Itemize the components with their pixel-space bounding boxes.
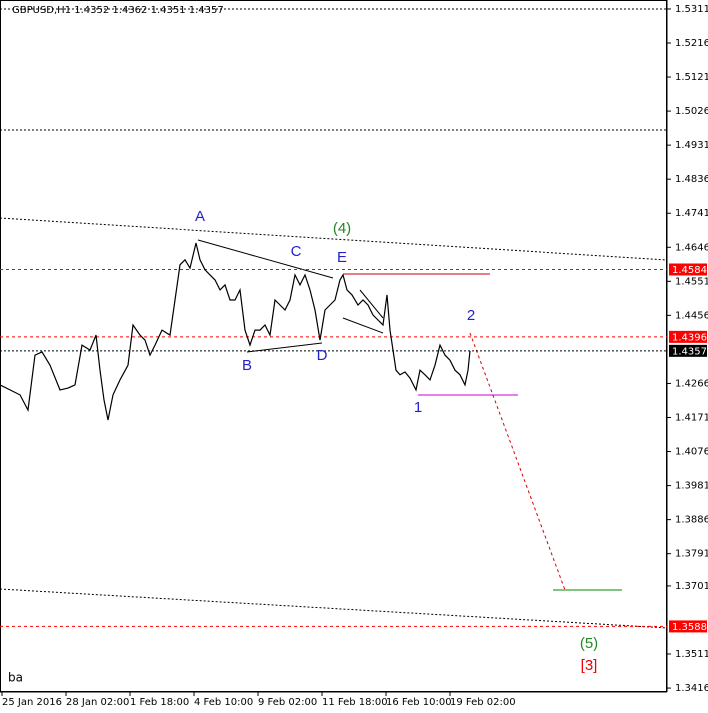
- x-tick-label: 4 Feb 10:00: [194, 697, 253, 708]
- wave-label: (4): [333, 220, 351, 237]
- y-tick-label: 1.3886: [675, 515, 708, 526]
- wave-label: C: [291, 243, 302, 260]
- x-tick-label: 9 Feb 02:00: [258, 697, 317, 708]
- triangle-line: [359, 289, 384, 319]
- x-tick-label: 11 Feb 18:00: [322, 697, 388, 708]
- price-box: [669, 263, 707, 276]
- wave-label: B: [242, 357, 252, 374]
- plot-frame: [0, 0, 667, 692]
- y-tick-label: 1.5026: [675, 106, 708, 117]
- y-tick-label: 1.4741: [675, 208, 708, 219]
- data-layer: [0, 242, 667, 627]
- y-tick-label: 1.4076: [675, 447, 708, 458]
- price-line: [0, 242, 471, 421]
- price-label: 1.4396: [672, 332, 707, 343]
- y-tick-label: 1.4931: [675, 140, 708, 151]
- forecast-line: [469, 332, 566, 591]
- y-tick-label: 1.5216: [675, 38, 708, 49]
- y-tick-label: 1.3981: [675, 481, 708, 492]
- x-tick-label: 1 Feb 18:00: [130, 697, 189, 708]
- wave-label: 2: [467, 307, 475, 324]
- y-tick-label: 1.4171: [675, 412, 708, 423]
- wave-label: A: [195, 208, 205, 225]
- y-tick-label: 1.4456: [675, 310, 708, 321]
- y-tick-label: 1.4266: [675, 378, 708, 389]
- price-box: [669, 620, 707, 633]
- x-tick-label: 16 Feb 10:00: [386, 697, 452, 708]
- price-box: [669, 330, 707, 343]
- y-tick-label: 1.4836: [675, 174, 708, 185]
- chart-title: GBPUSD,H1 1.4352 1.4362 1.4351 1.4357: [12, 5, 224, 16]
- channel-line: [0, 217, 668, 261]
- wave-label: 1: [414, 399, 422, 416]
- triangle-line: [246, 342, 323, 353]
- x-tick-label: 28 Jan 02:00: [66, 697, 129, 708]
- triangle-line: [197, 239, 334, 279]
- wave-label: [3]: [581, 657, 598, 674]
- y-tick-label: 1.3701: [675, 581, 708, 592]
- triangle-line: [342, 317, 384, 334]
- x-tick-label: 25 Jan 2016: [2, 697, 62, 708]
- price-box: [669, 344, 707, 357]
- price-label: 1.3588: [672, 622, 707, 633]
- y-tick-label: 1.3511: [675, 649, 708, 660]
- wave-label: E: [337, 249, 347, 266]
- y-tick-label: 1.3791: [675, 549, 708, 560]
- y-tick-label: 1.5311: [675, 4, 708, 15]
- wave-label: (5): [580, 635, 598, 652]
- price-label: 1.4357: [672, 346, 707, 357]
- wave-label: D: [317, 347, 328, 364]
- y-tick-label: 1.4646: [675, 242, 708, 253]
- x-tick-label: 19 Feb 02:00: [450, 697, 516, 708]
- corner-text: ba: [8, 671, 23, 685]
- y-tick-label: 1.5121: [675, 72, 708, 83]
- price-label: 1.4584: [672, 265, 707, 276]
- channel-line: [0, 588, 668, 629]
- y-tick-label: 1.4551: [675, 276, 708, 287]
- y-tick-label: 1.3416: [675, 683, 708, 694]
